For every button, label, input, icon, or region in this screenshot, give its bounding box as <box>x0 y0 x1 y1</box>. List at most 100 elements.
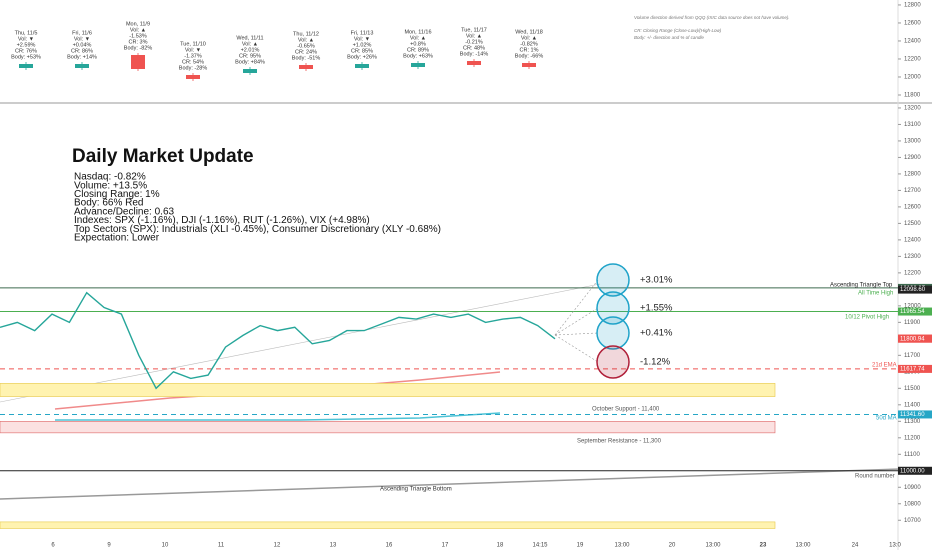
y-tick-label: 10900 <box>904 485 921 491</box>
day-vol: Vol: ▲ <box>410 35 426 41</box>
day-vol: Vol: ▼ <box>74 36 90 42</box>
y-tick-label: 11800 <box>904 93 921 99</box>
note-line: Advance/Decline: 0.63 <box>74 206 175 217</box>
day-cr: CR: 86% <box>71 48 93 54</box>
note-line: Expectation: Lower <box>74 233 160 244</box>
y-tick-label: 12400 <box>904 237 921 243</box>
day-candle <box>186 75 200 79</box>
x-tick-label: 17 <box>442 543 449 549</box>
projection-line <box>554 307 599 336</box>
day-date: Mon, 11/16 <box>404 29 431 35</box>
projection-label: -1.12% <box>640 357 671 368</box>
day-candle <box>75 64 89 68</box>
day-vol: Vol: ▲ <box>298 37 314 43</box>
day-date: Wed, 11/11 <box>236 35 263 41</box>
day-change: +0.8% <box>410 41 426 47</box>
ma-line <box>55 412 501 421</box>
day-vol: Vol: ▼ <box>18 36 34 42</box>
line-label: Ascending Triangle Top <box>830 283 893 289</box>
note-line: Closing Range: 1% <box>74 189 160 200</box>
day-date: Fri, 11/13 <box>351 30 374 36</box>
y-tick-label: 12000 <box>904 75 921 81</box>
day-body: Body: +14% <box>67 54 97 60</box>
projection-label: +1.55% <box>640 303 673 314</box>
y-tick-label: 12300 <box>904 254 921 260</box>
projection-bubble <box>596 291 630 325</box>
day-change: +2.01% <box>241 47 260 53</box>
note-line: Body: 66% Red <box>74 198 144 209</box>
day-date: Tue, 11/17 <box>461 27 487 33</box>
triangle-top-line <box>0 283 601 403</box>
x-tick-label: 6 <box>51 543 55 549</box>
day-candle <box>522 63 536 67</box>
day-change: +2.59% <box>17 42 36 48</box>
price-label-box <box>898 334 932 343</box>
projection-label: +0.41% <box>640 328 673 339</box>
y-tick-label: 12600 <box>904 21 921 27</box>
x-tick-label: 13:0 <box>889 543 901 549</box>
day-cr: CR: 48% <box>463 45 485 51</box>
day-candle <box>131 55 145 69</box>
y-tick-label: 11700 <box>904 353 921 359</box>
top-note: Body: +/- direction and % of candle <box>634 35 704 40</box>
day-date: Thu, 11/12 <box>293 31 319 37</box>
day-body: Body: +63% <box>403 53 433 59</box>
line-label: Round number <box>855 474 895 480</box>
price-label-box <box>898 466 932 475</box>
y-tick-label: 12700 <box>904 188 921 194</box>
y-tick-label: 13000 <box>904 139 921 145</box>
projection-label: +3.01% <box>640 275 673 286</box>
line-label: 50d MA <box>876 416 897 422</box>
day-cr: CR: 89% <box>407 47 429 53</box>
note-line: Indexes: SPX (-1.16%), DJI (-1.16%), RUT… <box>74 215 370 226</box>
day-change: +0.04% <box>73 42 92 48</box>
day-cr: CR: 3% <box>129 39 148 45</box>
x-tick-label: 13 <box>330 543 337 549</box>
price-label: 11000.00 <box>900 468 925 474</box>
y-tick-label: 12500 <box>904 221 921 227</box>
day-body: Body: +26% <box>347 54 377 60</box>
x-tick-label: 14:15 <box>532 543 548 549</box>
triangle-bottom-line <box>0 467 932 500</box>
day-change: -0.21% <box>465 39 483 45</box>
projection-bubble <box>596 263 630 297</box>
line-label: 10/12 Pivot High <box>845 315 889 321</box>
day-change: -1.53% <box>129 33 147 39</box>
note-line: Nasdaq: -0.82% <box>74 172 146 183</box>
y-tick-label: 13200 <box>904 106 921 112</box>
day-change: -0.65% <box>297 43 315 49</box>
day-vol: Vol: ▼ <box>185 47 201 53</box>
day-vol: Vol: ▲ <box>130 27 146 33</box>
day-date: Thu, 11/5 <box>15 30 38 36</box>
note-line: Volume: +13.5% <box>74 180 147 191</box>
x-tick-label: 10 <box>162 543 169 549</box>
price-label: 11617.74 <box>900 366 925 372</box>
day-date: Wed, 11/18 <box>515 29 543 35</box>
day-cr: CR: 54% <box>182 59 204 65</box>
projection-bubble <box>596 345 630 379</box>
top-note: Volume direction derived from QQQ (IXIC … <box>634 15 790 20</box>
line-label: All Time High <box>858 291 893 297</box>
x-tick-label: 19 <box>577 543 584 549</box>
y-tick-label: 12200 <box>904 57 921 63</box>
day-vol: Vol: ▲ <box>521 35 537 41</box>
y-tick-label: 12800 <box>904 3 921 9</box>
day-candle <box>355 64 369 68</box>
day-candle <box>299 65 313 69</box>
day-change: +1.02% <box>353 42 372 48</box>
y-tick-label: 12200 <box>904 270 921 276</box>
day-vol: Vol: ▲ <box>242 41 258 47</box>
day-vol: Vol: ▼ <box>354 36 370 42</box>
y-tick-label: 12400 <box>904 39 921 45</box>
zone <box>0 421 776 434</box>
day-cr: CR: 1% <box>520 47 539 53</box>
price-label-box <box>898 410 932 419</box>
projection-line <box>554 332 599 336</box>
day-body: Body: +53% <box>11 54 41 60</box>
x-tick-label: 11 <box>218 543 225 549</box>
line-label: September Resistance - 11,300 <box>577 439 662 445</box>
day-body: Body: -14% <box>460 51 489 57</box>
day-candle <box>467 61 481 65</box>
line-label: October Support - 11,400 <box>592 407 660 413</box>
